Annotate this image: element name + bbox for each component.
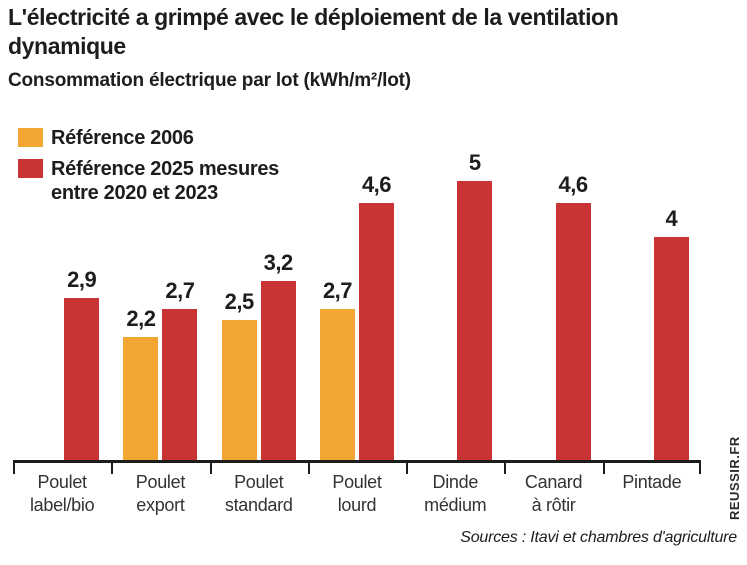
bar-slot-reference-2025: 2,9	[64, 267, 100, 460]
legend: Référence 2006 Référence 2025 mesures ent…	[18, 126, 279, 205]
bar-reference-2025	[162, 309, 198, 460]
legend-label: Référence 2025 mesures entre 2020 et 202…	[51, 158, 279, 204]
axis-tick	[111, 463, 114, 474]
bar-reference-2025	[64, 298, 100, 460]
source-credit: Sources : Itavi et chambres d'agricultur…	[460, 529, 737, 546]
bar-reference-2025	[457, 181, 493, 460]
bar-value-label: 2,7	[322, 278, 353, 303]
legend-swatch-reference-2006	[18, 128, 43, 147]
bar-slot-reference-2025: 2,7	[162, 278, 198, 460]
bar-slot-reference-2025: 4,6	[358, 172, 394, 460]
bar-value-label: 2,9	[67, 267, 97, 292]
axis-tick	[13, 463, 15, 474]
axis-tick	[504, 463, 507, 474]
bar-slot-reference-2025: 4	[653, 206, 689, 460]
legend-swatch-reference-2025	[18, 159, 43, 178]
category-label: Dinde médium	[424, 472, 487, 515]
bar-value-label: 3,2	[263, 250, 294, 275]
legend-item-reference-2025: Référence 2025 mesures entre 2020 et 202…	[18, 157, 279, 205]
bar-slot-reference-2006: 2,5	[221, 289, 257, 460]
bar-group: 5	[406, 151, 504, 460]
bar-value-label: 4,6	[558, 172, 589, 197]
category-label: Poulet label/bio	[29, 472, 95, 515]
bar-slot-reference-2025: 4,6	[555, 172, 591, 460]
legend-item-reference-2006: Référence 2006	[18, 126, 279, 150]
category-label: Poulet standard	[224, 472, 293, 515]
legend-label: Référence 2006	[51, 127, 194, 149]
reussir-watermark: REUSSIR.FR	[727, 436, 742, 520]
bar-reference-2025	[358, 203, 394, 460]
bar-slot-reference-2025: 3,2	[260, 250, 296, 460]
bar-value-label: 5	[468, 150, 481, 175]
bar-group: 4,6	[504, 173, 602, 460]
bar-reference-2025	[555, 203, 591, 460]
bar-group: 2,7 4,6	[308, 173, 406, 460]
page-title: L'électricité a grimpé avec le déploieme…	[8, 4, 619, 59]
bar-group: 4	[603, 207, 701, 460]
axis-tick	[307, 463, 310, 474]
category-label: Poulet export	[135, 472, 186, 515]
category-label: Pintade	[622, 472, 682, 492]
bar-slot-reference-2006: 2,2	[123, 306, 159, 460]
x-axis	[13, 460, 701, 474]
bar-reference-2025	[260, 281, 296, 460]
bar-value-label: 4,6	[361, 172, 392, 197]
bar-group: 2,9	[13, 268, 111, 460]
axis-tick	[406, 463, 409, 474]
bar-group: 2,5 3,2	[210, 251, 308, 460]
category-label: Poulet lourd	[332, 472, 382, 515]
bar-reference-2006	[123, 337, 159, 460]
category-labels: Poulet label/bio Poulet export Poulet stan…	[13, 463, 701, 517]
bar-value-label: 2,2	[126, 306, 156, 331]
bar-slot-reference-2006: 2,7	[319, 278, 355, 460]
axis-tick	[699, 463, 701, 474]
bar-reference-2025	[653, 237, 689, 460]
chart-subtitle: Consommation électrique par lot (kWh/m²/…	[8, 70, 411, 91]
category-label: Canard à rôtir	[524, 472, 583, 515]
axis-tick	[602, 463, 605, 474]
bar-chart: 2,9 2,2 2,7 2,5 3,2 2,7 4,6 5 4,6 4 Poulet label/…	[13, 146, 701, 517]
bar-groups: 2,9 2,2 2,7 2,5 3,2 2,7 4,6 5 4,6 4	[13, 146, 701, 460]
axis-tick	[209, 463, 212, 474]
bar-slot-reference-2025: 5	[457, 150, 493, 460]
bar-value-label: 2,7	[165, 278, 195, 303]
bar-value-label: 4	[665, 206, 678, 231]
bar-group: 2,2 2,7	[111, 279, 209, 460]
bar-reference-2006	[319, 309, 355, 460]
bar-value-label: 2,5	[224, 289, 255, 314]
bar-reference-2006	[221, 320, 257, 460]
